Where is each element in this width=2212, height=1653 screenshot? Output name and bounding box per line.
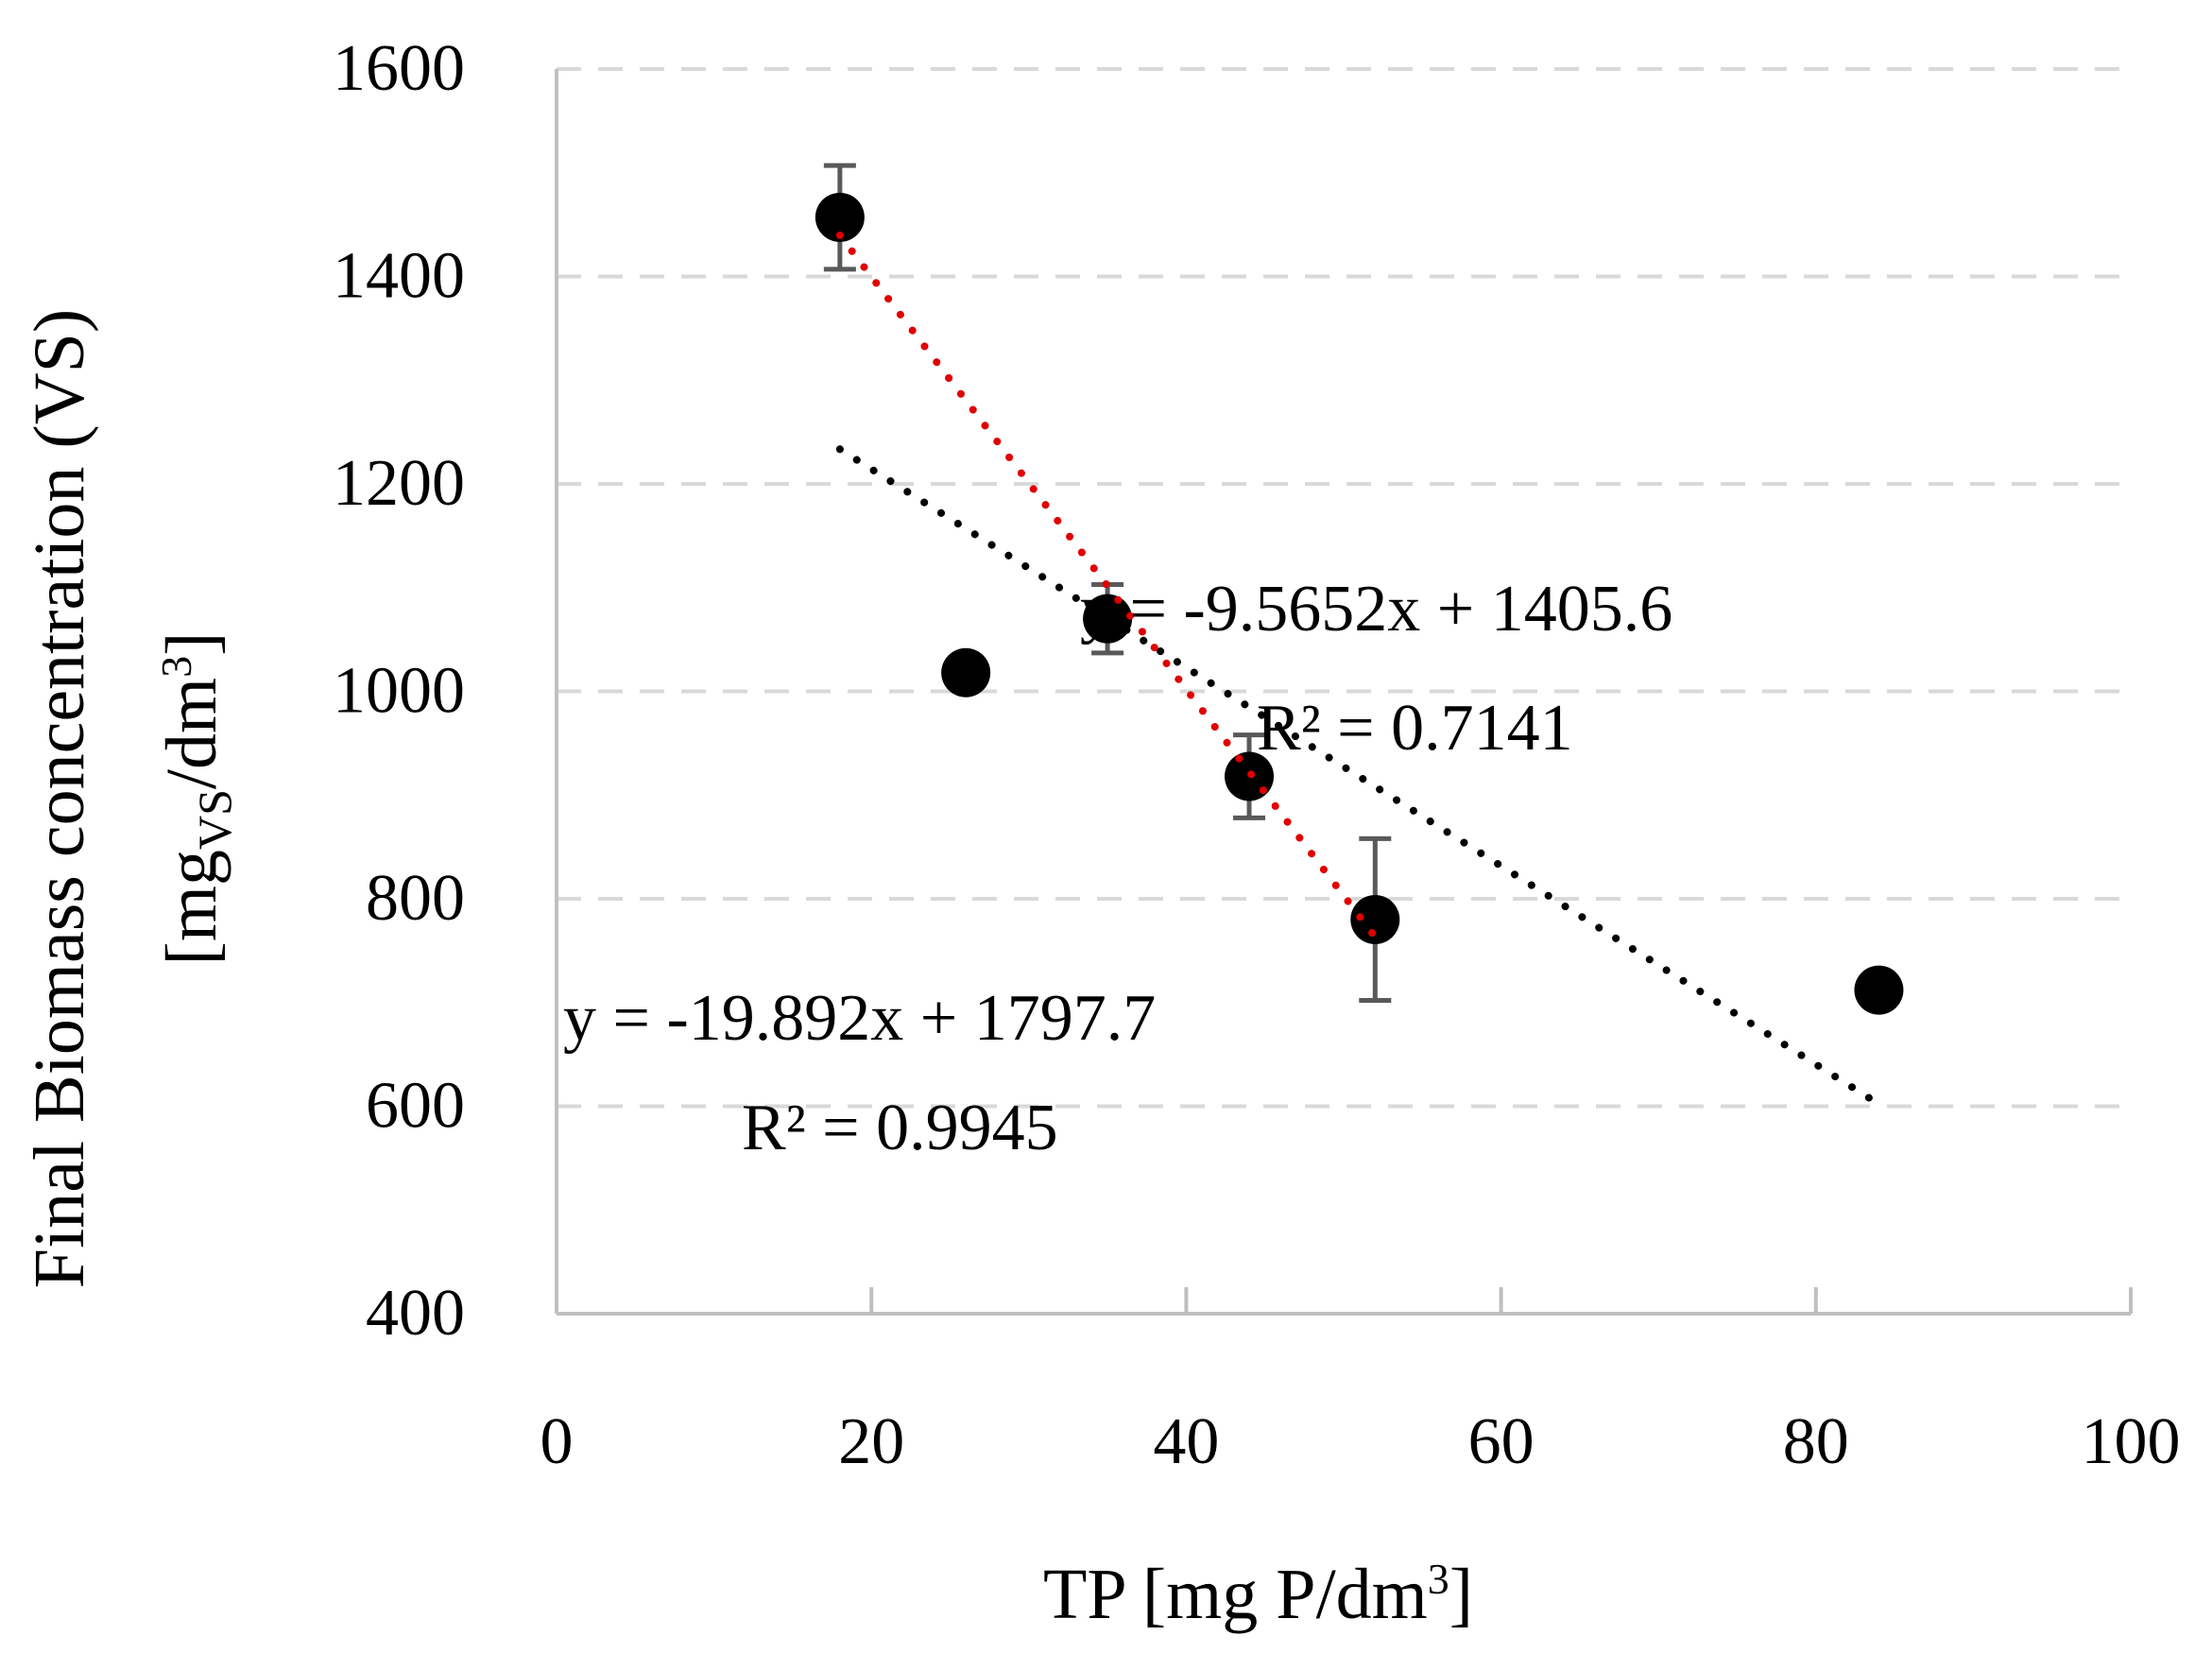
y-tick-label-400: 400 bbox=[366, 1277, 465, 1350]
y-tick-label-1000: 1000 bbox=[333, 655, 465, 728]
data-point-0 bbox=[814, 192, 865, 242]
trendline-subset-path bbox=[835, 231, 1380, 941]
y-tick-label-1200: 1200 bbox=[333, 447, 465, 520]
data-point-1 bbox=[941, 647, 991, 697]
y-tick-labels: 400 600 800 1000 1200 1400 1600 bbox=[333, 32, 465, 1350]
y-tick-label-1600: 1600 bbox=[333, 32, 465, 105]
grid-lines bbox=[557, 67, 2131, 1109]
x-tick-label-20: 20 bbox=[838, 1405, 904, 1478]
x-axis-title: TP [mg P/dm3] bbox=[1043, 1555, 1473, 1634]
x-tick-label-0: 0 bbox=[540, 1405, 574, 1478]
plot-axes bbox=[555, 69, 2133, 1316]
y-tick-label-600: 600 bbox=[366, 1070, 465, 1143]
trendline-all-equation: y = -9.5652x + 1405.6 bbox=[1080, 573, 1672, 646]
data-point-4 bbox=[1350, 894, 1400, 944]
data-point-5 bbox=[1854, 965, 1904, 1015]
trendline-subset-r2: R² = 0.9945 bbox=[742, 1092, 1058, 1164]
y-axis-title-line1: Final Biomass concentration (VS) bbox=[20, 309, 99, 1288]
y-tick-label-1400: 1400 bbox=[333, 240, 465, 313]
trendline-subset-equation: y = -19.892x + 1797.7 bbox=[563, 982, 1156, 1055]
trendline-subset bbox=[835, 231, 1380, 941]
data-point-2 bbox=[1083, 594, 1133, 644]
y-tick-label-800: 800 bbox=[366, 862, 465, 935]
y-axis-title-line2: [mgVS/dm3] bbox=[152, 632, 241, 966]
x-tick-label-100: 100 bbox=[2082, 1405, 2181, 1478]
x-tick-label-40: 40 bbox=[1153, 1405, 1219, 1478]
x-tick-labels: 0 20 40 60 80 100 bbox=[540, 1405, 2181, 1478]
x-tick-label-80: 80 bbox=[1783, 1405, 1849, 1478]
trendline-all-r2: R² = 0.7141 bbox=[1257, 692, 1573, 765]
x-tick-label-60: 60 bbox=[1468, 1405, 1535, 1478]
